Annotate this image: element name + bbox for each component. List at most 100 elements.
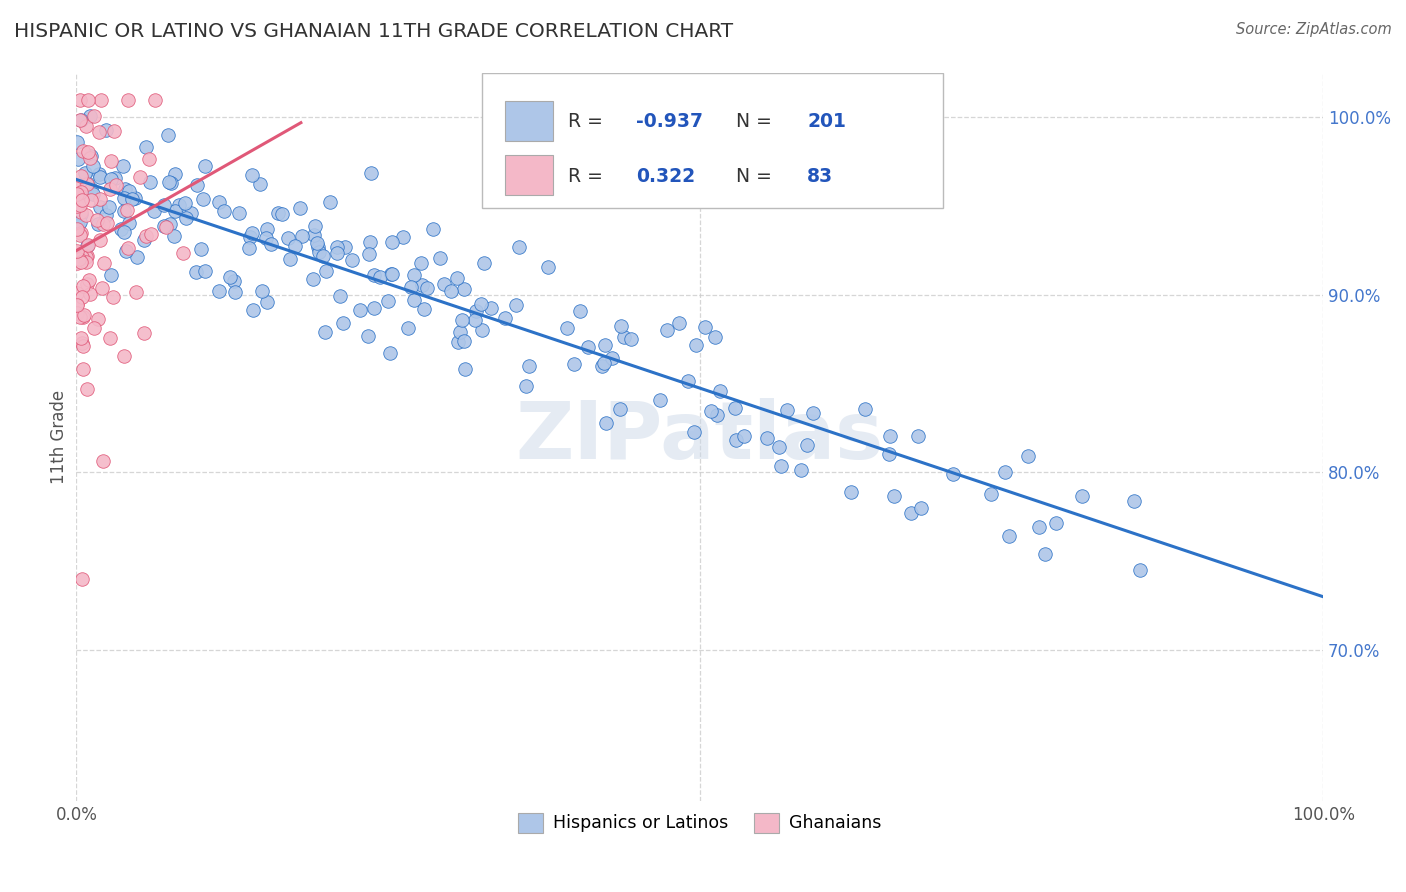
- Point: [381, 268, 404, 282]
- Point: [79, 182, 101, 196]
- Point: [1071, 489, 1094, 503]
- Point: [66, 222, 89, 236]
- Point: [883, 489, 905, 503]
- Point: [194, 264, 217, 278]
- Point: [755, 432, 778, 446]
- Point: [557, 320, 579, 334]
- Point: [332, 316, 354, 330]
- Point: [1017, 449, 1039, 463]
- Point: [69, 198, 91, 212]
- Point: [66, 180, 89, 194]
- Point: [73, 166, 96, 180]
- Point: [90, 93, 112, 107]
- Point: [69, 331, 91, 345]
- Point: [115, 244, 138, 258]
- Point: [66, 246, 89, 260]
- Point: [569, 303, 592, 318]
- Point: [619, 332, 641, 346]
- Point: [411, 278, 433, 293]
- Point: [471, 323, 494, 337]
- Point: [453, 282, 475, 296]
- Point: [67, 187, 90, 202]
- Text: R =: R =: [568, 112, 603, 131]
- Point: [576, 340, 599, 354]
- Point: [75, 255, 97, 269]
- Point: [82, 159, 104, 173]
- Point: [70, 205, 93, 219]
- Point: [377, 293, 399, 308]
- Point: [413, 301, 436, 316]
- Point: [89, 169, 111, 184]
- Point: [479, 301, 502, 315]
- Point: [307, 240, 329, 254]
- Point: [75, 120, 97, 134]
- Point: [180, 205, 202, 219]
- Point: [454, 361, 477, 376]
- Point: [124, 191, 146, 205]
- Point: [157, 175, 180, 189]
- Point: [256, 222, 278, 236]
- Point: [284, 239, 307, 253]
- Point: [191, 193, 214, 207]
- Point: [357, 247, 380, 261]
- Point: [118, 216, 141, 230]
- Point: [515, 379, 537, 393]
- Point: [440, 284, 463, 298]
- Point: [519, 359, 541, 373]
- Point: [69, 113, 91, 128]
- Point: [278, 252, 301, 266]
- Point: [494, 311, 516, 326]
- Point: [70, 226, 93, 240]
- Point: [790, 462, 813, 476]
- Point: [129, 170, 152, 185]
- Point: [89, 192, 111, 206]
- Point: [82, 186, 104, 201]
- Point: [595, 416, 617, 430]
- Point: [73, 309, 96, 323]
- Point: [100, 153, 122, 168]
- Point: [86, 213, 108, 227]
- Point: [80, 193, 103, 207]
- Point: [66, 296, 89, 310]
- Point: [997, 529, 1019, 543]
- Point: [186, 178, 208, 192]
- Point: [342, 253, 364, 268]
- Point: [733, 429, 755, 443]
- Point: [72, 278, 94, 293]
- Point: [163, 167, 186, 181]
- Point: [72, 310, 94, 324]
- Point: [650, 392, 672, 407]
- Point: [100, 172, 122, 186]
- Point: [396, 320, 419, 334]
- Point: [100, 182, 122, 196]
- Point: [112, 349, 135, 363]
- FancyBboxPatch shape: [505, 101, 553, 141]
- Text: N =: N =: [735, 112, 772, 131]
- Point: [360, 166, 382, 180]
- Point: [768, 440, 790, 454]
- Point: [139, 175, 162, 189]
- Point: [839, 485, 862, 500]
- Point: [153, 219, 176, 233]
- Point: [470, 297, 492, 311]
- Point: [271, 207, 294, 221]
- Point: [112, 160, 135, 174]
- Point: [1122, 493, 1144, 508]
- Point: [90, 281, 112, 295]
- Point: [449, 326, 471, 340]
- Point: [613, 329, 636, 343]
- Point: [77, 273, 100, 287]
- Point: [65, 135, 87, 149]
- Point: [70, 193, 93, 207]
- Point: [591, 359, 613, 373]
- Point: [668, 316, 690, 330]
- Point: [69, 93, 91, 107]
- Point: [411, 256, 433, 270]
- Point: [464, 313, 486, 327]
- Point: [239, 230, 262, 244]
- Point: [399, 280, 422, 294]
- Point: [75, 250, 97, 264]
- Point: [776, 402, 799, 417]
- Point: [907, 429, 929, 443]
- FancyBboxPatch shape: [505, 155, 553, 195]
